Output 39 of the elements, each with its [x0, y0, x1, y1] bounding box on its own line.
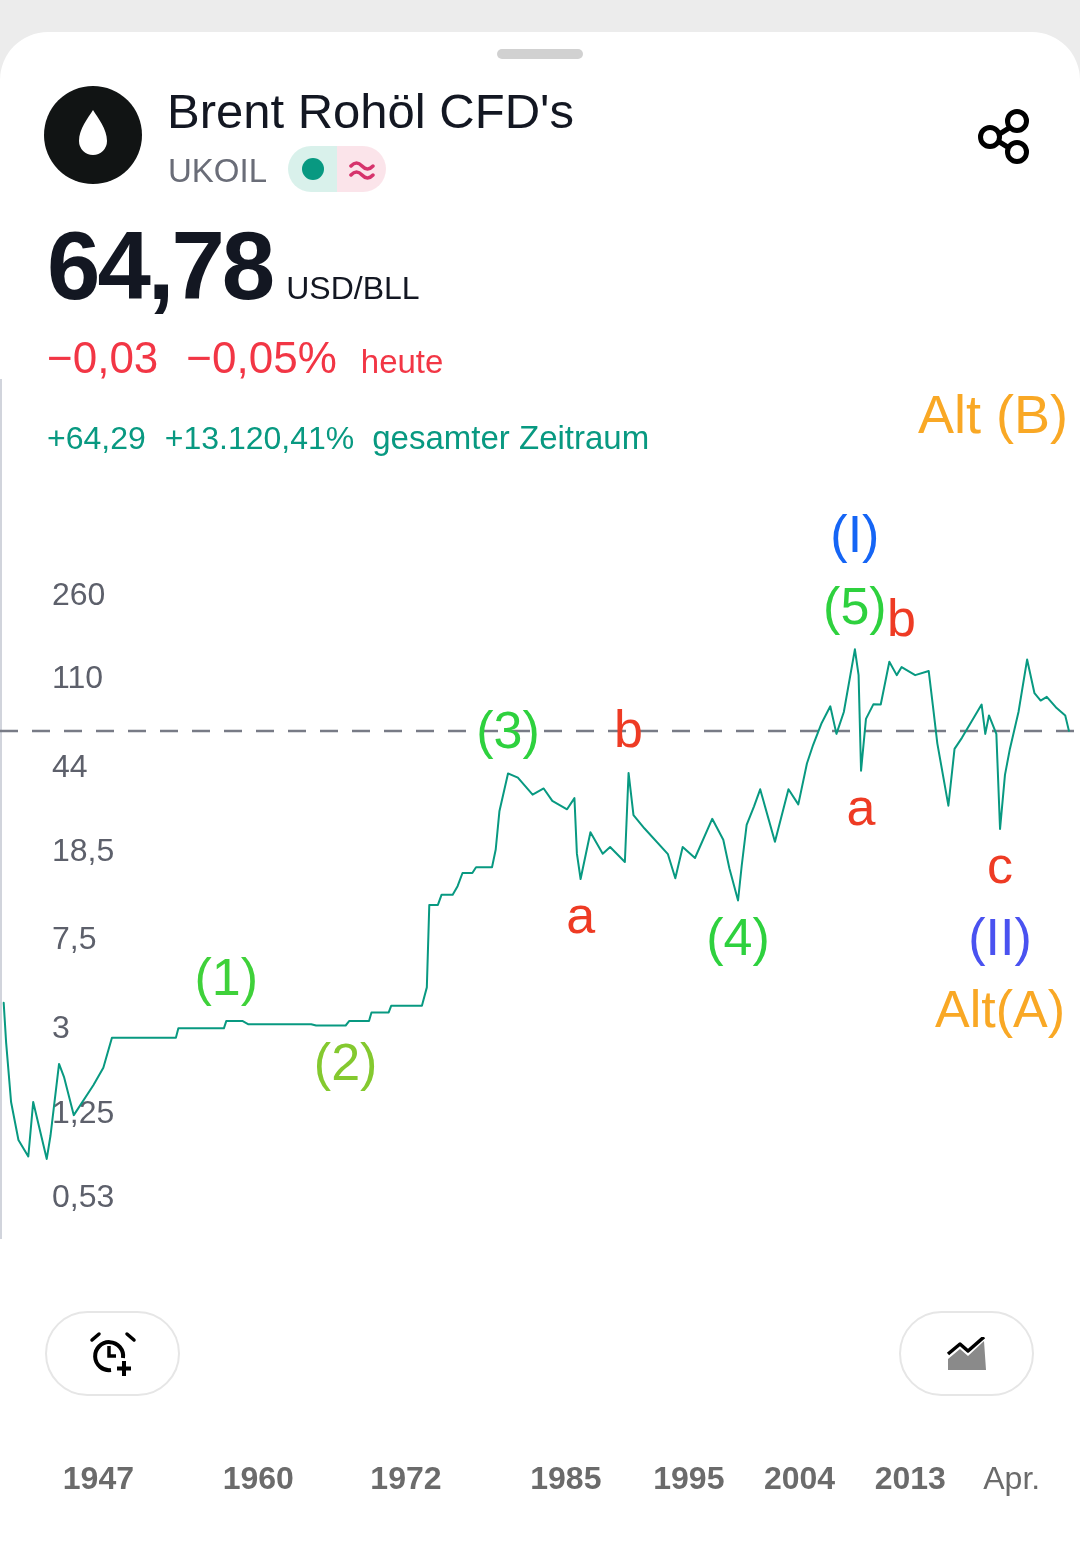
y-tick-label: 44 [52, 748, 88, 785]
annotation: (1) [194, 948, 259, 1007]
annotation: (5) [823, 576, 887, 635]
annotation: −0,05% [186, 333, 337, 382]
x-tick-label: 2004 [763, 1460, 836, 1497]
text: USD/BLL [286, 270, 420, 306]
chart-title: Brent Rohöl CFD's [167, 84, 574, 138]
y-tick-label: 1,25 [52, 1094, 115, 1131]
annotation: c [987, 836, 1014, 895]
text: 64,78 [47, 212, 273, 319]
x-tick-label: Apr. [983, 1460, 1041, 1497]
annotation: (II) [968, 908, 1032, 967]
y-tick-label: 110 [52, 659, 104, 696]
annotation: a [846, 778, 876, 837]
annotation: Alt(A) [935, 980, 1066, 1039]
x-tick-label: 1972 [370, 1460, 442, 1497]
y-tick-label: 260 [52, 575, 106, 612]
annotation: a [566, 886, 596, 945]
annotation: (2) [313, 1032, 378, 1091]
chart-subtitle: UKOIL [168, 152, 268, 189]
annotation: Alt (B) [918, 384, 1069, 444]
y-tick-label: 18,5 [52, 832, 115, 869]
annotation: (4) [706, 907, 770, 966]
y-tick-label: 7,5 [52, 920, 97, 957]
y-tick-label: 0,53 [52, 1177, 115, 1214]
annotation: +13.120,41% [164, 420, 355, 456]
annotation: b [886, 589, 916, 648]
annotation: (I) [830, 504, 880, 563]
annotation: b [614, 700, 644, 759]
annotation: +64,29 [47, 420, 146, 456]
annotation: gesamter Zeitraum [372, 419, 650, 456]
annotation: −0,03 [47, 333, 159, 382]
y-tick-label: 3 [52, 1009, 70, 1046]
x-tick-label: 2013 [874, 1460, 946, 1497]
annotation: heute [360, 343, 444, 380]
x-tick-label: 1960 [222, 1460, 294, 1497]
x-tick-label: 1947 [62, 1460, 134, 1497]
x-tick-label: 1995 [653, 1460, 725, 1497]
x-tick-label: 1985 [530, 1460, 602, 1497]
